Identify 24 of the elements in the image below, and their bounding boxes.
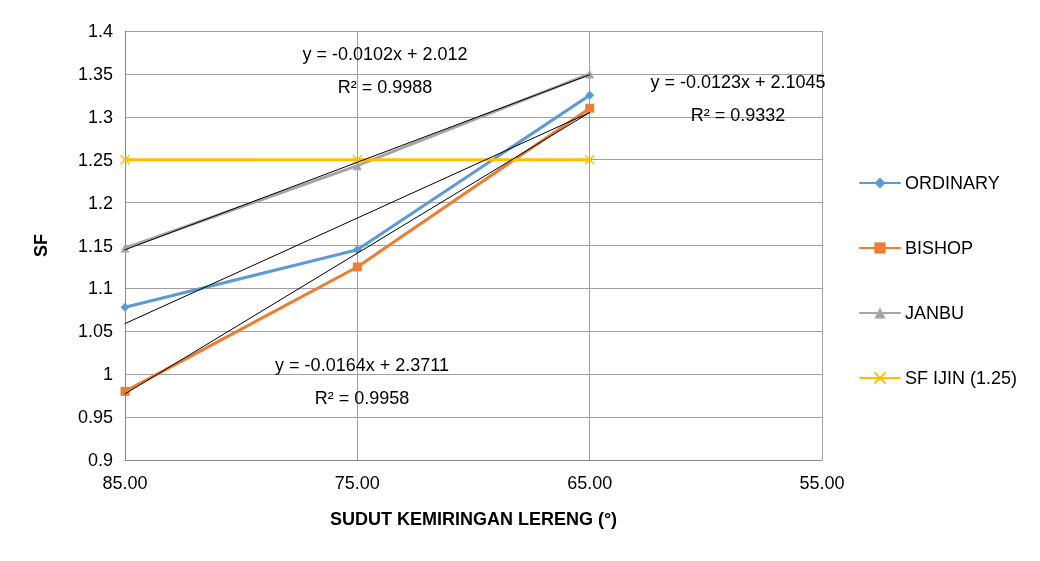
annotation: y = -0.0102x + 2.012 R² = 0.9988 [302,43,468,97]
legend-label: ORDINARY [904,173,1000,193]
legend-label: SF IJIN (1.25) [904,368,1018,388]
y-tick-label: 1.1 [87,278,113,299]
annotation: y = -0.0164x + 2.3711 R² = 0.9958 [275,354,449,408]
y-tick-label: 1.25 [77,149,113,170]
y-tick-label: 1.35 [77,63,113,84]
x-axis-title: SUDUT KEMIRINGAN LERENG (°) [329,509,618,529]
y-tick-label: 1 [102,364,113,385]
legend-label: BISHOP [904,238,974,258]
x-tick-label: 65.00 [567,473,613,493]
legend-label: JANBU [904,303,964,323]
y-tick-label: 1.05 [77,321,113,342]
annotation: y = -0.0123x + 2.1045 R² = 0.9332 [650,71,826,125]
y-tick-label: 1.2 [87,192,113,213]
y-tick-label: 1.4 [87,21,113,41]
x-tick-label: 75.00 [334,473,380,493]
y-tick-label: 0.9 [87,450,113,470]
y-tick-label: 1.15 [77,235,113,256]
x-tick-label: 55.00 [799,473,845,493]
x-tick-label: 85.00 [102,473,148,493]
y-axis-title: SF [31,233,51,258]
y-tick-label: 1.3 [87,106,113,127]
y-tick-label: 0.95 [77,407,113,428]
